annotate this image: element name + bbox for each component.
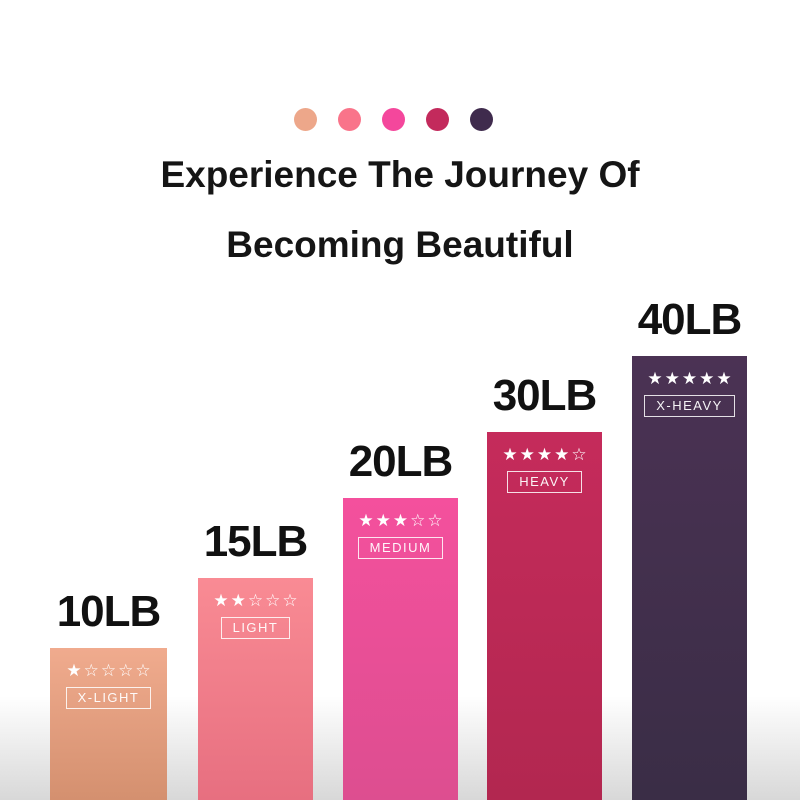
chart-column-30lb: 30LB ★★★★☆ HEAVY xyxy=(487,374,602,800)
palette-dot-heavy xyxy=(425,108,449,131)
weight-label: 10LB xyxy=(56,587,162,636)
title-line-1: Experience The Journey Of xyxy=(160,154,640,195)
star-rating: ★★★★★ xyxy=(647,369,734,388)
bar-15lb: ★★☆☆☆ LIGHT xyxy=(198,578,313,800)
tier-badge: X-HEAVY xyxy=(644,395,735,418)
bar-20lb: ★★★☆☆ MEDIUM xyxy=(343,498,458,800)
weight-label: 20LB xyxy=(348,437,454,486)
star-rating: ★★☆☆☆ xyxy=(213,591,300,610)
chart-column-20lb: 20LB ★★★☆☆ MEDIUM xyxy=(343,440,458,800)
weight-label: 30LB xyxy=(492,371,598,420)
weight-label: 40LB xyxy=(637,295,743,344)
palette-dot-xheavy xyxy=(469,108,493,131)
palette-dots xyxy=(0,108,793,131)
bar-30lb: ★★★★☆ HEAVY xyxy=(487,432,602,800)
tier-label: MEDIUM xyxy=(369,540,432,555)
bar-10lb: ★☆☆☆☆ X-LIGHT xyxy=(50,648,167,800)
chart-column-15lb: 15LB ★★☆☆☆ LIGHT xyxy=(198,520,313,800)
tier-badge: HEAVY xyxy=(507,471,582,494)
tier-badge: X-LIGHT xyxy=(65,687,152,710)
star-rating: ★☆☆☆☆ xyxy=(66,661,153,680)
tier-label: LIGHT xyxy=(232,620,279,635)
bar-40lb: ★★★★★ X-HEAVY xyxy=(632,356,747,800)
tier-badge: LIGHT xyxy=(220,617,291,640)
chart-column-40lb: 40LB ★★★★★ X-HEAVY xyxy=(632,298,747,800)
tier-label: X-HEAVY xyxy=(656,398,723,413)
tier-label: HEAVY xyxy=(519,474,570,489)
tier-badge: MEDIUM xyxy=(357,537,444,560)
weight-label: 15LB xyxy=(203,517,309,566)
chart-column-10lb: 10LB ★☆☆☆☆ X-LIGHT xyxy=(50,590,167,800)
star-rating: ★★★☆☆ xyxy=(358,511,445,530)
tier-label: X-LIGHT xyxy=(77,690,140,705)
palette-dot-light xyxy=(337,108,361,131)
star-rating: ★★★★☆ xyxy=(502,445,589,464)
page-title: Experience The Journey Of Becoming Beaut… xyxy=(0,140,800,280)
title-line-2: Becoming Beautiful xyxy=(226,224,574,265)
palette-dot-medium xyxy=(381,108,405,131)
palette-dot-xlight xyxy=(293,108,317,131)
